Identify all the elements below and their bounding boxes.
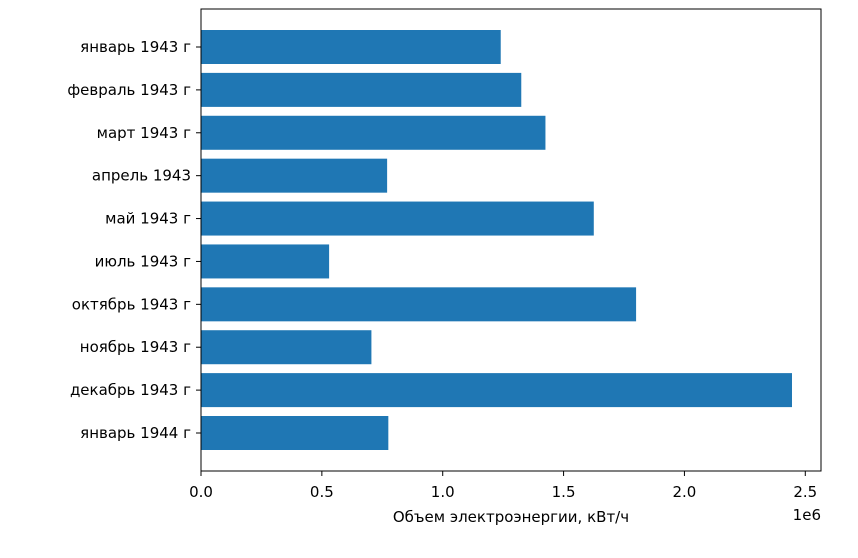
x-tick-label: 0.5 xyxy=(310,483,334,501)
bar-8 xyxy=(201,373,792,408)
y-axis-ticks: январь 1943 г февраль 1943 г март 1943 г ап… xyxy=(67,38,201,442)
y-tick-label: март 1943 г xyxy=(97,124,191,142)
bar-9 xyxy=(201,416,389,450)
y-tick-label: декабрь 1943 г xyxy=(70,381,191,399)
y-tick-label: октябрь 1943 г xyxy=(72,295,191,313)
plot-frame xyxy=(200,8,822,472)
y-tick-label: май 1943 г xyxy=(105,210,191,228)
x-tick-label: 2.0 xyxy=(673,483,697,501)
bar-1 xyxy=(201,72,522,107)
y-tick-label: ноябрь 1943 г xyxy=(80,338,191,356)
bars-group xyxy=(201,30,792,450)
y-tick-label: январь 1943 г xyxy=(80,38,191,56)
x-tick-label: 2.5 xyxy=(793,483,817,501)
x-axis-ticks: 0.0 0.5 1.0 1.5 2.0 2.5 xyxy=(189,471,817,501)
bar-0 xyxy=(201,30,501,64)
bar-6 xyxy=(201,287,637,322)
y-tick-label: июль 1943 г xyxy=(95,252,192,270)
y-tick-label: апрель 1943 xyxy=(92,167,191,185)
bar-5 xyxy=(201,244,330,279)
x-axis-offset-label: 1e6 xyxy=(793,506,821,524)
x-tick-label: 1.0 xyxy=(431,483,455,501)
x-tick-label: 1.5 xyxy=(552,483,576,501)
x-tick-label: 0.0 xyxy=(189,483,213,501)
bar-2 xyxy=(201,115,546,150)
bar-4 xyxy=(201,201,594,236)
x-axis-label: Объем электроэнергии, кВт/ч xyxy=(393,508,629,526)
bar-3 xyxy=(201,158,388,193)
bar-7 xyxy=(201,330,372,365)
y-tick-label: январь 1944 г xyxy=(80,424,191,442)
y-tick-label: февраль 1943 г xyxy=(67,81,191,99)
